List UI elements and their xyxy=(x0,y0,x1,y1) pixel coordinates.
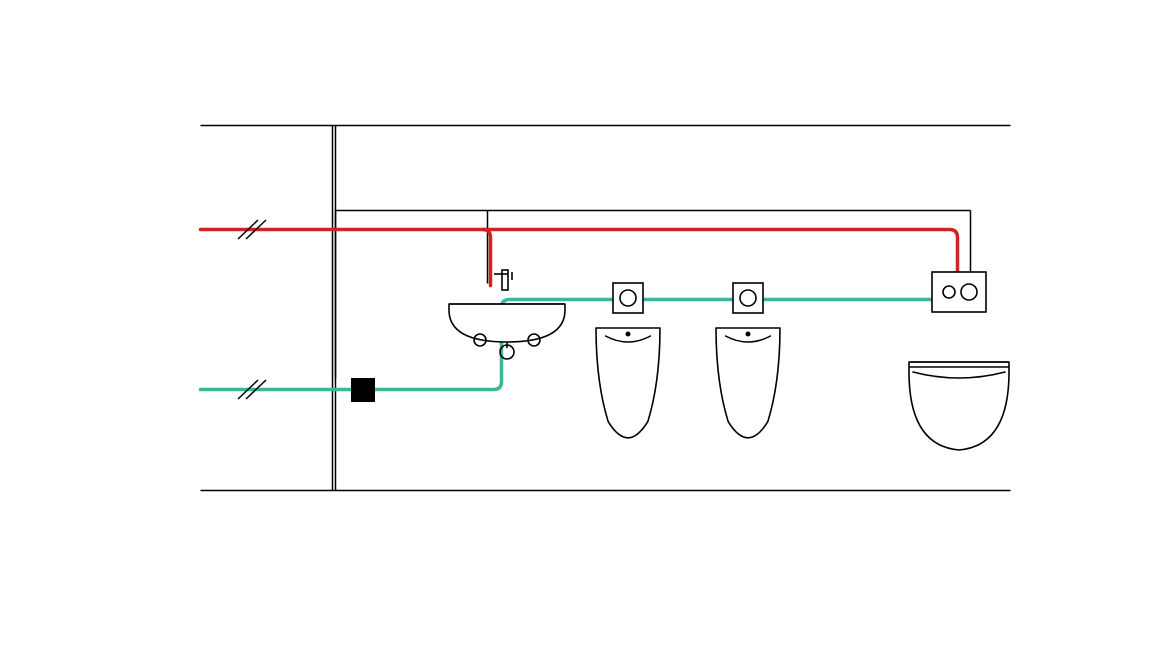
urinal-icon xyxy=(596,328,660,438)
urinal-flush-plate xyxy=(733,283,763,313)
tap-body-icon xyxy=(502,270,508,290)
urinal-icon xyxy=(716,328,780,438)
urinal-inlet-icon xyxy=(746,332,751,337)
urinal-inlet-icon xyxy=(626,332,631,337)
walls-layer xyxy=(201,126,1011,491)
red-pipe-layer xyxy=(201,220,958,286)
red-pipe-left-drop xyxy=(201,230,491,286)
green-pipe-layer xyxy=(201,300,932,400)
wc-flush-plate xyxy=(932,272,986,312)
green-pipe-main xyxy=(201,300,932,390)
junction-box xyxy=(351,378,375,402)
red-pipe-right-drop xyxy=(483,230,958,286)
plumbing-diagram xyxy=(0,0,1170,660)
basin-icon xyxy=(449,304,565,342)
fixtures-layer xyxy=(351,270,1009,450)
urinal-flush-plate xyxy=(613,283,643,313)
